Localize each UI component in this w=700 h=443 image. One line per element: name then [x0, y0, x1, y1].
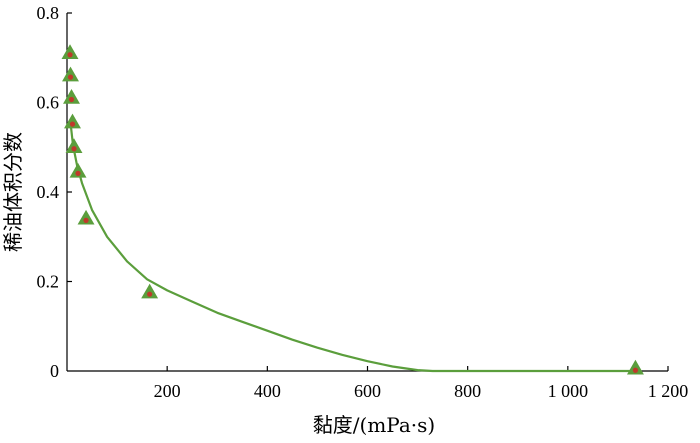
data-point [77, 209, 95, 225]
axes [66, 13, 668, 372]
triangle-marker [77, 209, 95, 225]
x-axis-title: 黏度/(mPa·s) [313, 413, 435, 437]
marker-center [83, 217, 89, 223]
x-tick-label: 800 [454, 381, 481, 401]
y-tick-label: 0.8 [37, 3, 60, 23]
data-point [63, 89, 80, 104]
x-tick-label: 400 [254, 381, 281, 401]
triangle-marker [63, 89, 80, 104]
fit-curve [69, 126, 636, 373]
marker-center [71, 146, 77, 152]
marker-center [68, 96, 75, 103]
marker-center [69, 121, 76, 127]
marker-center [67, 52, 73, 58]
data-point [626, 359, 644, 375]
y-tick-label: 0.6 [37, 93, 60, 113]
triangle-marker [64, 113, 81, 129]
marker-center [75, 170, 81, 176]
data-point [64, 113, 81, 129]
data-point [61, 44, 79, 59]
ticks: 200 400 600 800 1 000 1 200 0 0.2 0.4 0.6 0.8 [37, 3, 689, 401]
data-point [65, 138, 83, 153]
triangle-marker [69, 162, 87, 178]
triangle-marker [62, 66, 79, 82]
triangle-marker [626, 359, 644, 375]
x-tick-label: 200 [154, 381, 181, 401]
data-point [69, 162, 87, 178]
data-point [62, 66, 79, 82]
marker-center [147, 291, 153, 297]
triangle-marker [65, 138, 83, 153]
data-point [141, 283, 159, 299]
x-tick-label: 1 000 [548, 381, 589, 401]
marker-center [67, 74, 74, 80]
y-tick-label: 0.4 [37, 182, 60, 202]
y-tick-label: 0 [50, 361, 59, 381]
y-axis-title: 稀油体积分数 [1, 132, 25, 252]
x-tick-label: 600 [354, 381, 381, 401]
y-tick-label: 0.2 [37, 272, 60, 292]
triangle-marker [141, 283, 159, 299]
marker-center [632, 367, 639, 373]
triangle-marker [61, 44, 79, 59]
x-tick-label: 1 200 [648, 381, 689, 401]
series [61, 44, 644, 375]
